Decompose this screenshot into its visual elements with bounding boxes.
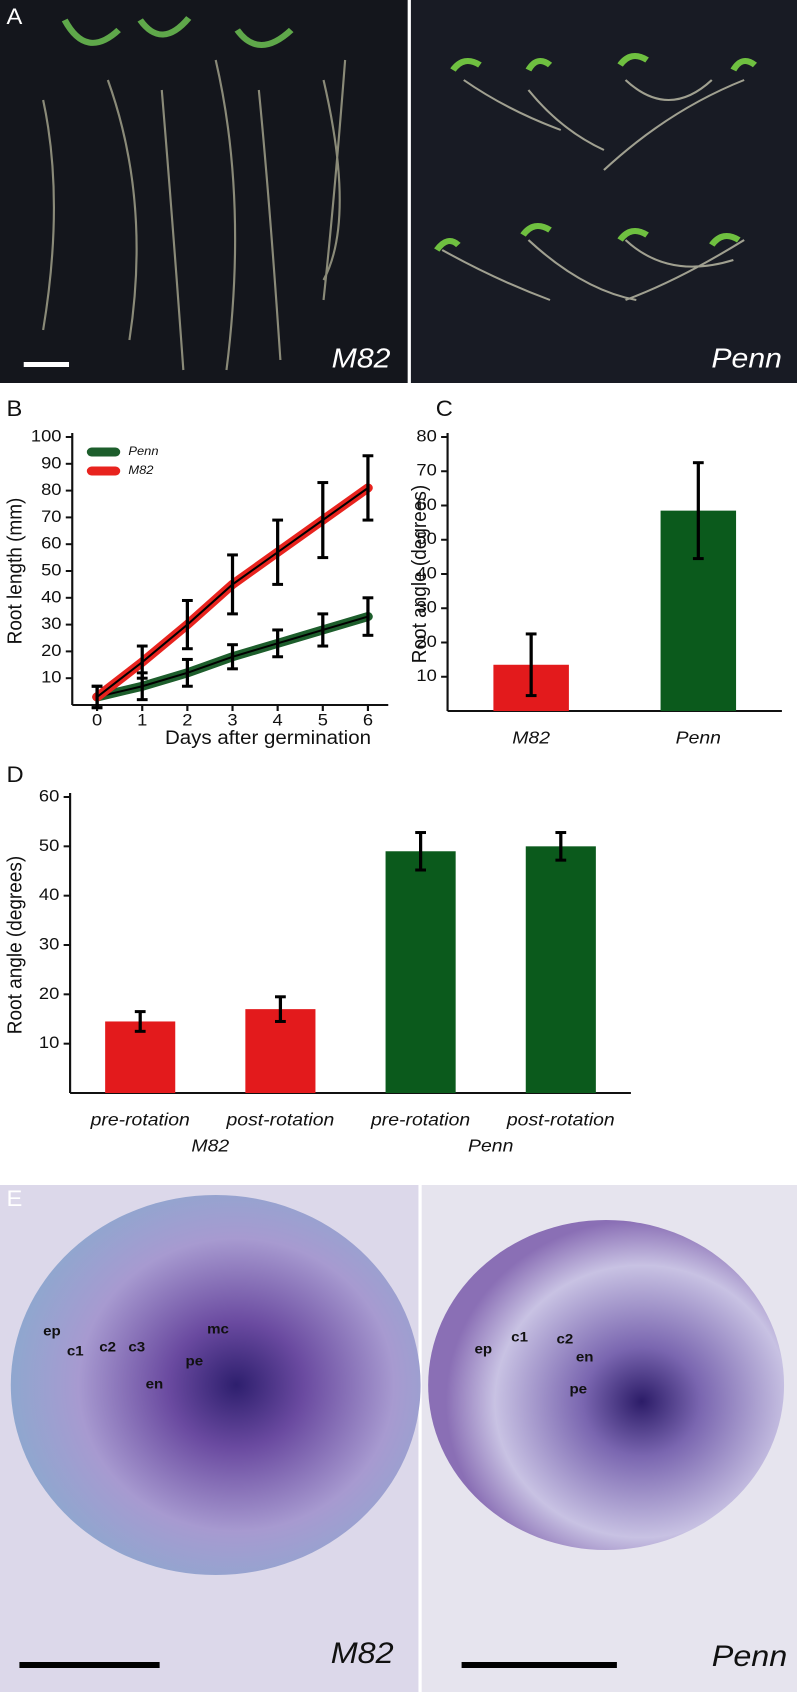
error-bar — [227, 553, 238, 616]
x-tick-label: post-rotation — [225, 1109, 334, 1129]
x-tick-label: 3 — [227, 710, 237, 729]
bar — [245, 1009, 316, 1093]
y-tick-label: 70 — [416, 460, 437, 479]
x-tick-label: 5 — [318, 710, 328, 729]
y-tick-label: 10 — [41, 667, 62, 686]
y-tick-label: 10 — [39, 1033, 60, 1052]
bar — [105, 1021, 176, 1093]
cell-label: en — [576, 1350, 594, 1365]
cell-label: c2 — [556, 1332, 573, 1347]
y-tick-label: 40 — [416, 563, 437, 582]
photo-label: M82 — [332, 343, 391, 374]
y-tick-label: 50 — [416, 529, 437, 548]
y-tick-label: 60 — [41, 533, 62, 552]
photo-penn — [410, 0, 797, 383]
photo-label: Penn — [711, 343, 782, 374]
error-bar — [181, 598, 193, 651]
group-label: Penn — [468, 1135, 513, 1155]
cell-label: c1 — [511, 1330, 528, 1345]
micrograph-label: Penn — [712, 1639, 788, 1673]
y-tick-label: 90 — [41, 453, 62, 472]
error-bar — [227, 643, 238, 671]
y-tick-label: 30 — [41, 614, 62, 633]
micrograph-penn — [421, 1185, 797, 1692]
error-bar — [272, 518, 284, 586]
panel-label: E — [6, 1186, 22, 1211]
y-tick-label: 70 — [41, 507, 62, 526]
cell-label: ep — [43, 1324, 61, 1339]
x-tick-label: 4 — [273, 710, 283, 729]
panel-label: A — [6, 4, 23, 29]
y-tick-label: 50 — [39, 835, 60, 854]
error-bar — [317, 612, 329, 648]
group-label: M82 — [191, 1135, 229, 1155]
y-tick-label: 20 — [41, 641, 62, 660]
y-tick-label: 60 — [39, 786, 60, 805]
cell-label: c3 — [128, 1340, 145, 1355]
x-tick-label: 0 — [92, 710, 102, 729]
micrograph-m82 — [0, 1185, 421, 1692]
error-bar — [555, 831, 567, 862]
cell-label: pe — [569, 1382, 587, 1397]
error-bar — [525, 632, 537, 698]
cell-label: en — [146, 1377, 164, 1392]
y-tick-label: 10 — [416, 666, 437, 685]
panel-label: B — [6, 396, 22, 421]
y-axis-label: Root length (mm) — [4, 498, 27, 645]
error-bar — [692, 461, 704, 561]
panel-label: D — [6, 762, 23, 787]
x-tick-label: 6 — [363, 710, 373, 729]
x-axis-label: Days after germination — [165, 728, 371, 749]
error-bar — [181, 657, 193, 688]
photo-m82 — [0, 0, 408, 383]
y-tick-label: 50 — [41, 560, 62, 579]
error-bar — [272, 628, 284, 659]
y-tick-label: 100 — [31, 426, 62, 445]
error-bar — [362, 596, 374, 637]
y-axis-label: Root angle (degrees) — [4, 856, 27, 1034]
y-tick-label: 30 — [39, 934, 60, 953]
error-bar — [91, 684, 103, 710]
error-bar — [362, 454, 374, 522]
x-tick-label: post-rotation — [506, 1109, 615, 1129]
x-tick-label: 2 — [182, 710, 192, 729]
x-tick-label: M82 — [512, 727, 550, 747]
bar — [525, 846, 596, 1093]
cell-label: mc — [207, 1322, 229, 1337]
cell-label: c2 — [99, 1340, 116, 1355]
cell-label: pe — [185, 1354, 203, 1369]
y-axis-label: Root angle (degrees) — [408, 485, 431, 663]
error-bar — [275, 995, 286, 1023]
y-tick-label: 60 — [416, 495, 437, 514]
y-tick-label: 40 — [39, 885, 60, 904]
y-tick-label: 80 — [416, 426, 437, 445]
y-tick-label: 80 — [41, 480, 62, 499]
cell-label: ep — [475, 1342, 493, 1357]
error-bar — [317, 481, 329, 560]
error-bar — [136, 644, 148, 680]
x-tick-label: 1 — [137, 710, 147, 729]
x-tick-label: pre-rotation — [90, 1109, 190, 1129]
legend-label: M82 — [128, 464, 153, 477]
y-tick-label: 40 — [41, 587, 62, 606]
panel-label: C — [436, 396, 453, 421]
y-tick-label: 20 — [39, 983, 60, 1002]
y-tick-label: 30 — [416, 597, 437, 616]
bar — [385, 851, 456, 1093]
x-tick-label: pre-rotation — [370, 1109, 470, 1129]
error-bar — [415, 831, 427, 872]
legend-label: Penn — [128, 445, 158, 458]
y-tick-label: 20 — [416, 632, 437, 651]
cell-label: c1 — [67, 1344, 84, 1359]
micrograph-label: M82 — [331, 1636, 394, 1670]
x-tick-label: Penn — [676, 727, 721, 747]
error-bar — [134, 1010, 146, 1033]
